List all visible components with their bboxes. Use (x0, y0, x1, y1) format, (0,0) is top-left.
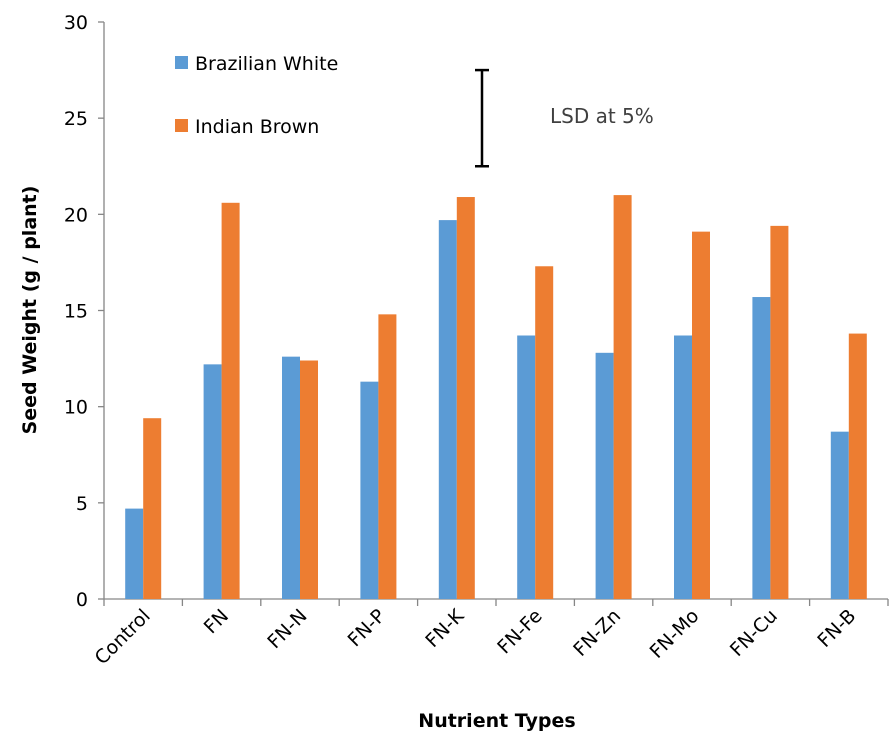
x-axis: Control FN FN-N FN-P FN-K FN-Fe FN-Zn FN-Mo FN-C… (91, 598, 889, 669)
x-tick-label: FN-K (421, 605, 468, 652)
lsd-annotation: LSD at 5% (475, 68, 654, 168)
legend: Brazilian White Indian Brown (175, 53, 338, 138)
bar-brazilian-white-fn-n (282, 356, 300, 599)
bar-indian-brown-fn-n (300, 360, 318, 599)
y-tick-label: 25 (64, 108, 88, 130)
bar-brazilian-white-fn-mo (674, 335, 692, 599)
bar-brazilian-white-fn-fe (517, 335, 536, 599)
bar-indian-brown-fn-k (456, 197, 475, 600)
lsd-label: LSD at 5% (550, 104, 654, 128)
bar-indian-brown-fn-fe (535, 266, 554, 599)
bar-brazilian-white-fn-b (830, 431, 849, 599)
bar-indian-brown-fn-zn (613, 195, 632, 599)
y-tick-label: 20 (64, 204, 88, 226)
y-tick-label: 15 (64, 301, 88, 323)
bar-indian-brown-fn-cu (770, 225, 789, 599)
bar-brazilian-white-fn-p (360, 381, 379, 599)
bar-indian-brown-fn-b (848, 333, 867, 599)
bars (125, 195, 867, 600)
bar-indian-brown-fn-mo (692, 231, 710, 600)
legend-swatch (175, 56, 188, 69)
y-tick-label: 5 (76, 493, 88, 515)
bar-indian-brown-fn-p (378, 314, 397, 599)
bar-brazilian-white-fn-cu (752, 297, 771, 599)
bar-brazilian-white-fn-zn (595, 352, 614, 599)
x-axis-title: Nutrient Types (418, 710, 575, 732)
x-tick-label: FN-P (344, 605, 390, 651)
x-tick-label: FN-Zn (569, 605, 625, 661)
bar-brazilian-white-control (125, 508, 144, 599)
x-tick-label: Control (91, 605, 155, 669)
y-tick-label: 10 (64, 397, 88, 419)
y-tick-label: 30 (64, 12, 88, 34)
bar-indian-brown-fn (221, 202, 240, 599)
bar-brazilian-white-fn (203, 364, 222, 599)
legend-swatch (175, 119, 188, 132)
x-tick-label: FN-N (263, 605, 311, 653)
legend-label: Brazilian White (195, 53, 338, 75)
x-tick-label: FN-Mo (646, 605, 704, 663)
y-axis-title: Seed Weight (g / plant) (19, 186, 41, 435)
y-axis: 0 5 10 15 20 25 30 (64, 12, 105, 611)
legend-label: Indian Brown (195, 116, 319, 138)
bar-indian-brown-control (143, 418, 162, 599)
y-tick-label: 0 (76, 589, 88, 611)
x-tick-label: FN-Cu (726, 605, 782, 661)
x-tick-label: FN (200, 605, 233, 638)
bar-brazilian-white-fn-k (438, 220, 457, 599)
x-tick-label: FN-B (813, 605, 860, 652)
x-tick-label: FN-Fe (493, 605, 546, 658)
